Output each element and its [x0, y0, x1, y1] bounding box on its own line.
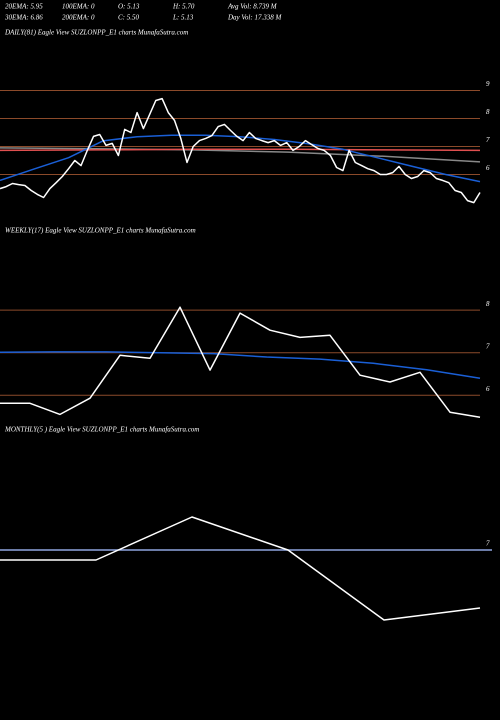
- y-tick-label: 7: [486, 136, 490, 144]
- panel-title: WEEKLY(17) Eagle View SUZLONPP_E1 charts…: [5, 227, 196, 235]
- y-tick-label: 6: [486, 164, 490, 172]
- series-line: [0, 306, 481, 419]
- header-stat: Avg Vol: 8.739 M: [227, 3, 278, 11]
- series-line: [0, 148, 481, 152]
- header-stat: L: 5.13: [172, 14, 194, 22]
- header-stat: 20EMA: 5.95: [5, 3, 43, 11]
- y-tick-label: 8: [486, 300, 490, 308]
- header-stat: H: 5.70: [172, 3, 195, 11]
- y-tick-label: 7: [486, 540, 490, 548]
- series-line: [0, 516, 481, 621]
- series-line: [0, 97, 481, 204]
- y-tick-label: 7: [486, 342, 490, 350]
- header-stat: 200EMA: 0: [62, 14, 95, 22]
- header-stat: 30EMA: 6.86: [4, 14, 43, 22]
- header-stat: Day Vol: 17.338 M: [227, 14, 282, 22]
- series-line: [0, 351, 481, 379]
- header-stat: 100EMA: 0: [62, 3, 95, 11]
- series-line: [0, 134, 481, 183]
- y-tick-label: 9: [486, 80, 490, 88]
- y-tick-label: 8: [486, 108, 490, 116]
- panel-title: DAILY(81) Eagle View SUZLONPP_E1 charts …: [4, 29, 188, 37]
- header-stat: C: 5.50: [118, 14, 140, 22]
- panel-title: MONTHLY(5 ) Eagle View SUZLONPP_E1 chart…: [4, 426, 199, 434]
- header-stat: O: 5.13: [118, 3, 140, 11]
- series-line: [0, 147, 481, 163]
- y-tick-label: 6: [486, 385, 490, 393]
